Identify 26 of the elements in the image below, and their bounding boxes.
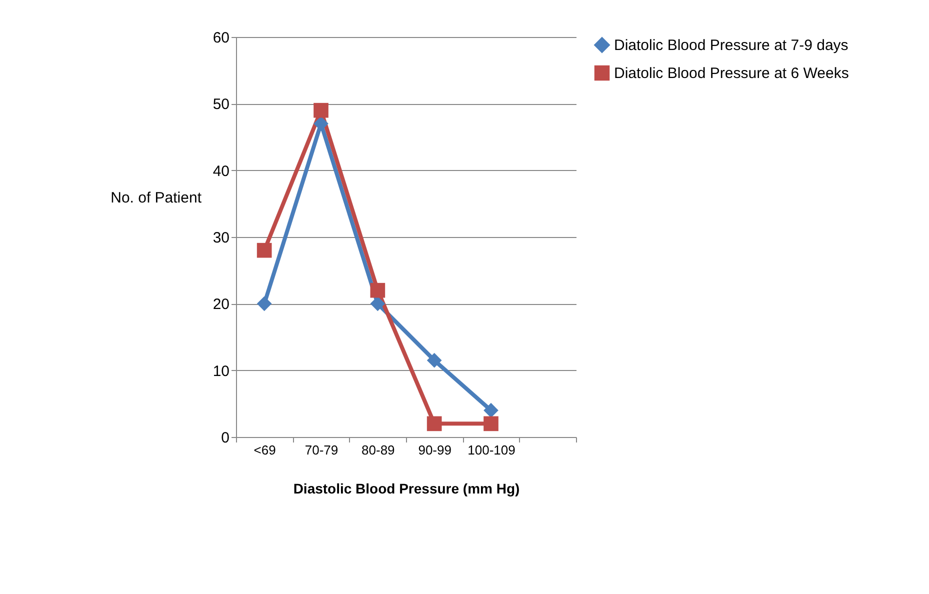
x-axis-title: Diastolic Blood Pressure (mm Hg) bbox=[293, 480, 520, 496]
point bbox=[256, 296, 272, 312]
point bbox=[256, 242, 272, 258]
y-tick-label: 50 bbox=[212, 96, 230, 114]
x-tick-label: 70-79 bbox=[304, 442, 338, 458]
point bbox=[370, 282, 386, 298]
point bbox=[426, 352, 442, 368]
y-tick-label: 30 bbox=[212, 230, 230, 246]
legend-label: Diatolic Blood Pressure at 6 Weeks bbox=[614, 65, 849, 82]
y-tick-label: 20 bbox=[212, 296, 230, 314]
y-tick-label: 60 bbox=[212, 30, 230, 46]
y-tick-label: 0 bbox=[221, 430, 230, 446]
y-tick-label: 40 bbox=[212, 162, 230, 180]
point bbox=[426, 416, 442, 432]
y-axis-title: No. of Patient bbox=[110, 190, 202, 206]
legend-label: Diatolic Blood Pressure at 7-9 days bbox=[614, 37, 848, 54]
point bbox=[314, 116, 328, 132]
x-tick-label: 80-89 bbox=[362, 442, 395, 458]
x-tick-label: 100-109 bbox=[468, 442, 516, 458]
x-tick-label: 90-99 bbox=[418, 442, 452, 458]
y-tick-label: 10 bbox=[212, 362, 230, 380]
point bbox=[314, 102, 328, 118]
x-tick-label: <69 bbox=[254, 442, 276, 458]
point bbox=[484, 416, 498, 432]
point bbox=[370, 296, 386, 312]
point bbox=[484, 402, 498, 418]
